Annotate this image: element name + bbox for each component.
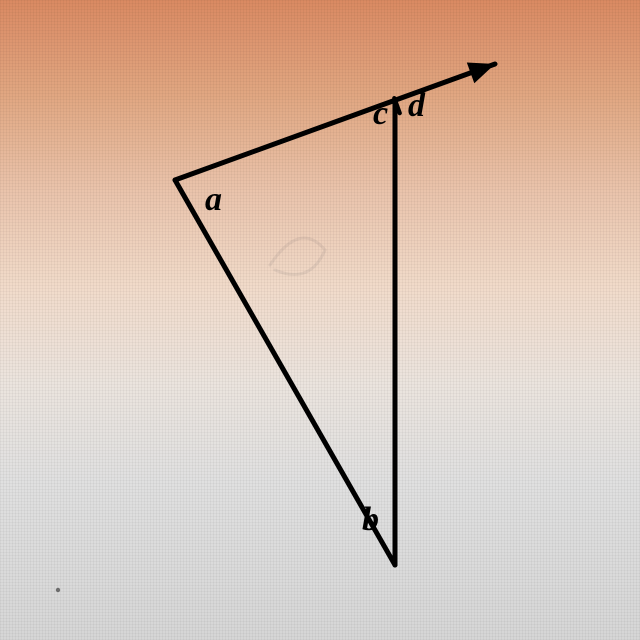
label-c: c [373,95,388,132]
geometry-svg: a b cd [0,0,640,640]
ray-AC [175,64,495,180]
label-d: d [408,87,426,124]
diagram-canvas: { "diagram": { "type": "geometry-triangl… [0,0,640,640]
artifact-dot [56,588,60,592]
label-b: b [362,501,379,538]
tick-mark [394,98,399,113]
side-AB [175,180,395,565]
smudge [270,238,325,275]
label-a: a [205,181,222,218]
arrowhead-icon [467,63,495,84]
